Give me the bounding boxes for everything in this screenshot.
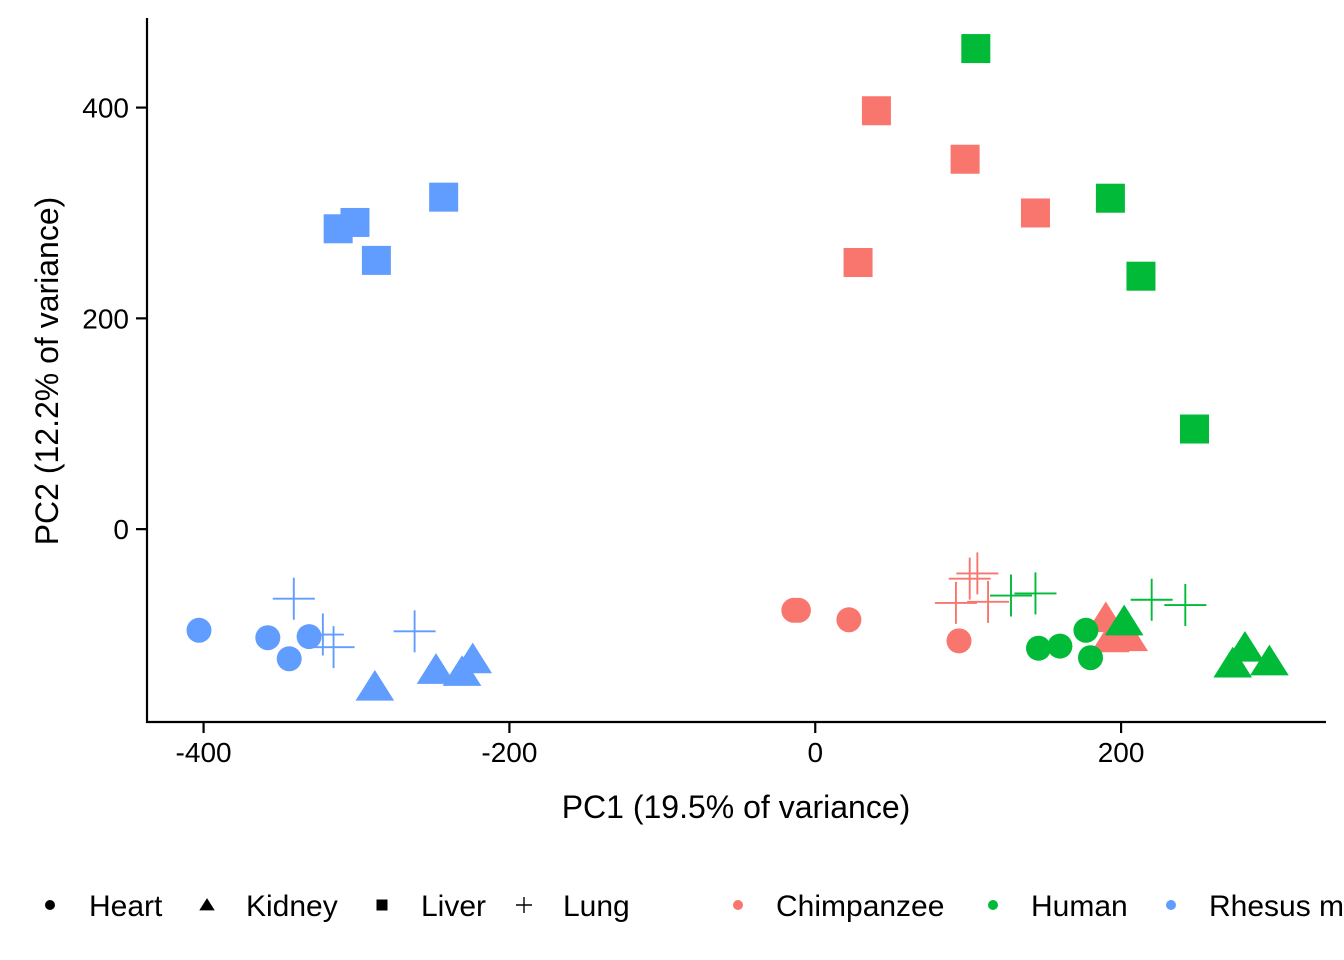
legend-key-heart [45, 900, 55, 910]
x-tick-label: 0 [807, 737, 823, 768]
legend-key-chimpanzee [733, 900, 743, 910]
data-point [1109, 620, 1149, 652]
y-tick-label: 400 [82, 93, 129, 124]
data-point [1014, 572, 1057, 615]
data-point [301, 613, 344, 656]
data-point [1073, 617, 1099, 643]
x-tick-label: 200 [1098, 737, 1145, 768]
data-point [361, 245, 391, 275]
data-point [967, 580, 1010, 623]
legend-label-lung: Lung [563, 890, 630, 923]
y-axis-title: PC2 (12.2% of variance) [29, 197, 65, 546]
data-point [843, 248, 873, 278]
legend-label-rhesus-m: Rhesus m [1209, 890, 1344, 923]
data-point [989, 574, 1032, 617]
data-point [956, 552, 999, 595]
data-point [393, 610, 436, 653]
data-point [948, 557, 991, 600]
x-axis-title: PC1 (19.5% of variance) [562, 789, 911, 825]
y-tick-label: 0 [113, 514, 129, 545]
legend-label-kidney: Kidney [246, 890, 338, 923]
data-point [255, 625, 281, 651]
data-point [946, 628, 972, 654]
legend: Heart Kidney Liver Lung Chimpanzee Human Rhesu… [45, 890, 1344, 923]
data-point [453, 642, 493, 674]
data-point [1104, 604, 1144, 636]
data-point [961, 34, 991, 64]
data-point [1095, 183, 1125, 213]
data-point [1250, 644, 1289, 676]
legend-label-liver: Liver [421, 890, 486, 923]
legend-label-human: Human [1031, 890, 1128, 923]
data-point [1026, 635, 1052, 661]
legend-key-liver [376, 899, 388, 911]
data-point [416, 653, 456, 684]
data-point [861, 96, 891, 126]
y-tick-label: 200 [82, 303, 129, 334]
data-point [785, 597, 811, 623]
legend-key-rhesus-m [1166, 900, 1176, 910]
data-point [1225, 630, 1265, 662]
legend-key-kidney [199, 898, 215, 911]
legend-label-heart: Heart [89, 890, 163, 923]
data-point [276, 646, 302, 672]
data-point [836, 607, 862, 633]
data-point [1126, 261, 1156, 291]
data-point [1047, 633, 1073, 659]
data-point [1164, 584, 1207, 627]
data-point [429, 182, 459, 212]
data-point [1213, 646, 1253, 678]
data-point [1078, 645, 1104, 671]
legend-key-human [988, 900, 998, 910]
x-tick-label: -400 [176, 737, 232, 768]
data-points [186, 34, 1289, 701]
data-point [340, 207, 370, 237]
data-point [312, 626, 355, 669]
legend-label-chimpanzee: Chimpanzee [776, 890, 944, 923]
x-tick-label: -200 [481, 737, 537, 768]
data-point [1130, 578, 1173, 621]
legend-key-lung [516, 897, 532, 913]
data-point [296, 624, 322, 650]
axis-ticks: -400 -200 0 200 0 200 400 [82, 93, 1144, 768]
data-point [1020, 198, 1050, 228]
data-point [1179, 414, 1209, 444]
data-point [934, 581, 977, 624]
data-point [272, 577, 315, 620]
data-point [186, 617, 212, 643]
data-point [355, 669, 395, 701]
axes [145, 18, 1326, 724]
data-point [950, 144, 980, 174]
